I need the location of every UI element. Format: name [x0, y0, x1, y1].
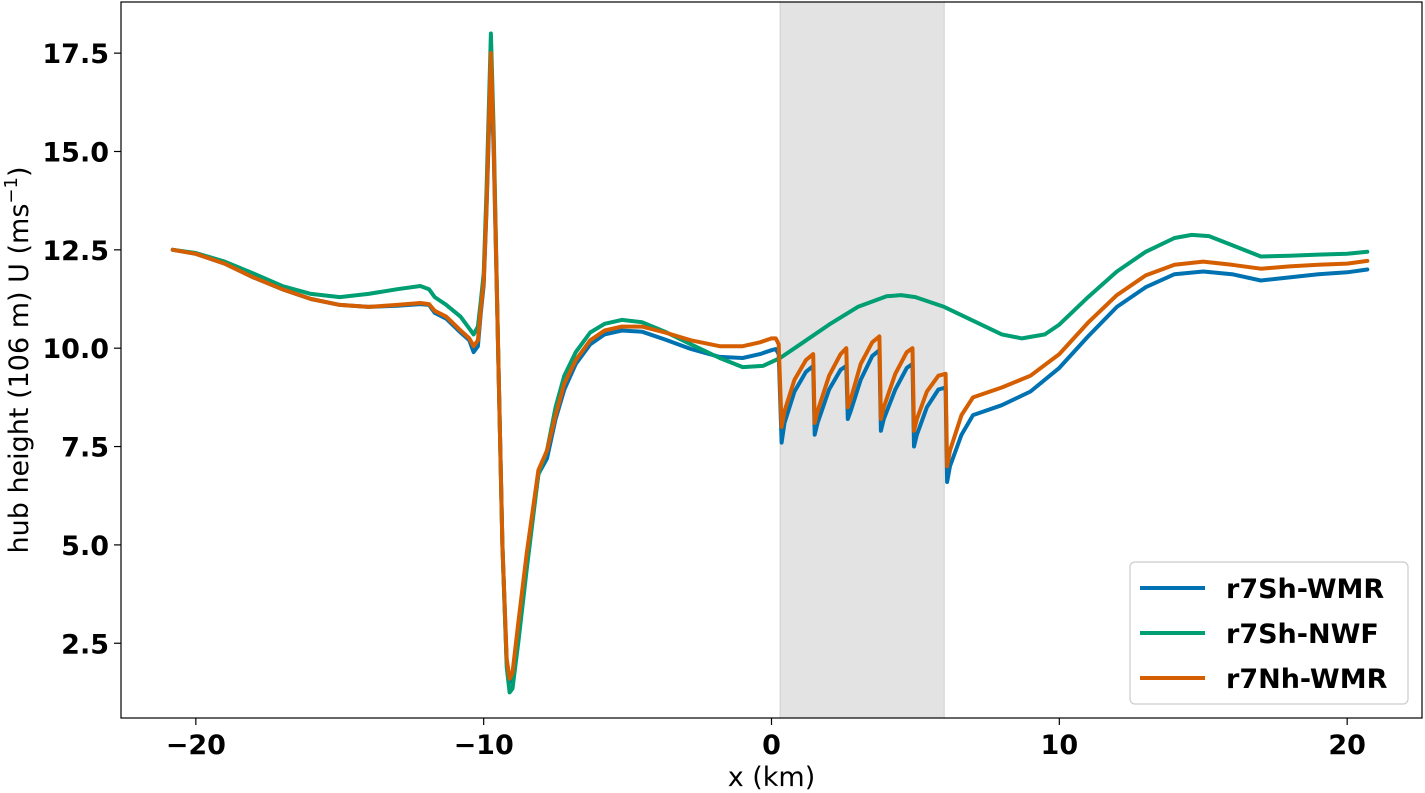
- y-axis-label-superscript: −1: [1, 177, 22, 204]
- y-tick-label: 5.0: [61, 531, 109, 562]
- y-tick-label: 2.5: [61, 629, 109, 660]
- x-tick-label: 20: [1328, 730, 1366, 761]
- y-tick-label: 15.0: [42, 137, 109, 168]
- y-tick-label: 12.5: [42, 236, 109, 267]
- legend-label: r7Sh-NWF: [1226, 619, 1379, 650]
- x-tick-label: −10: [454, 730, 514, 761]
- series-line-3: [170, 51, 1370, 681]
- legend-box: [1129, 561, 1409, 705]
- ticks-layer: −20 −10 0 10 20 2.5 5.0 7.5 10.0 12.5 15.0 17.5: [42, 39, 1366, 761]
- y-axis-label: hub height (106 m) U (ms−1): [1, 167, 35, 554]
- y-axis-label-close: ): [4, 167, 35, 178]
- legend-label: r7Nh-WMR: [1226, 664, 1388, 695]
- series-line-1: [170, 62, 1370, 685]
- x-tick-label: 10: [1041, 730, 1079, 761]
- y-tick-label: 7.5: [61, 433, 109, 464]
- x-tick-label: 0: [762, 730, 781, 761]
- legend: r7Sh-WMR r7Sh-NWF r7Nh-WMR: [1129, 561, 1409, 705]
- y-tick-label: 10.0: [42, 334, 109, 365]
- legend-label: r7Sh-WMR: [1226, 574, 1384, 605]
- x-axis-label: x (km): [728, 762, 816, 793]
- y-axis-label-main: hub height (106 m) U (ms: [4, 204, 35, 554]
- series-line-2: [170, 31, 1370, 695]
- y-tick-label: 17.5: [42, 39, 109, 70]
- x-tick-label: −20: [166, 730, 226, 761]
- series-lines-layer: [170, 31, 1370, 695]
